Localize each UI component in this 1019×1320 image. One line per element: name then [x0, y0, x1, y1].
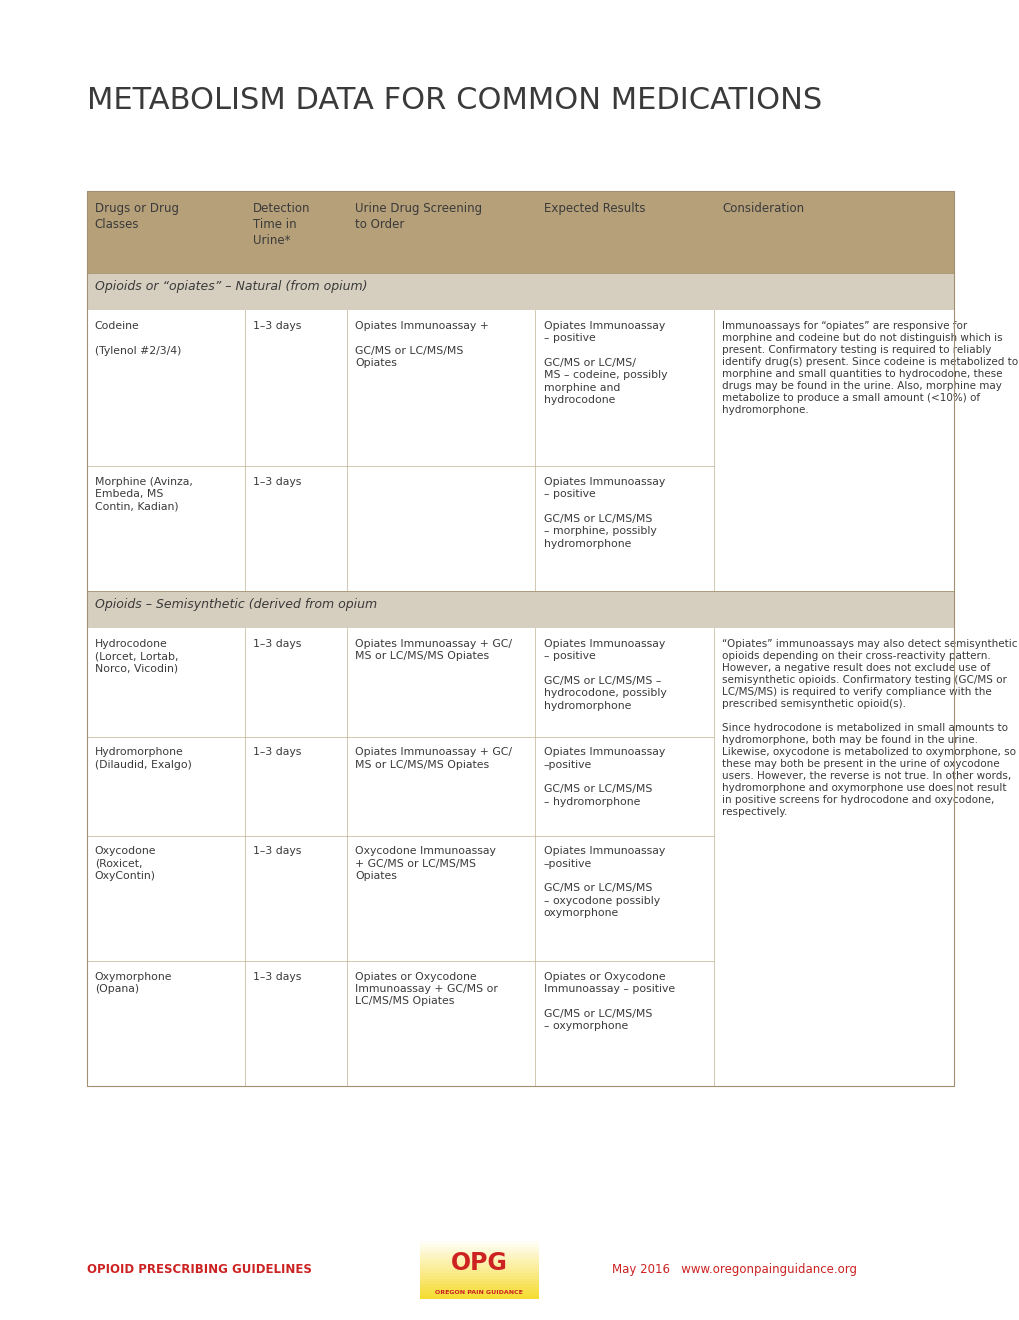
- Text: Opiates Immunoassay
–positive

GC/MS or LC/MS/MS
– hydromorphone: Opiates Immunoassay –positive GC/MS or L…: [543, 747, 664, 807]
- Text: Expected Results: Expected Results: [543, 202, 645, 215]
- Bar: [420, 1253, 538, 1255]
- Text: Oxycodone Immunoassay
+ GC/MS or LC/MS/MS
Opiates: Oxycodone Immunoassay + GC/MS or LC/MS/M…: [355, 846, 495, 880]
- Text: “Opiates” immunoassays may also detect semisynthetic opioids depending on their : “Opiates” immunoassays may also detect s…: [721, 639, 1017, 817]
- Text: Opiates Immunoassay
– positive

GC/MS or LC/MS/MS
– morphine, possibly
hydromorp: Opiates Immunoassay – positive GC/MS or …: [543, 477, 664, 549]
- Bar: [87, 273, 953, 310]
- Bar: [87, 591, 953, 628]
- Bar: [420, 1296, 538, 1299]
- Text: OPIOID PRESCRIBING GUIDELINES: OPIOID PRESCRIBING GUIDELINES: [87, 1263, 311, 1276]
- Bar: [420, 1284, 538, 1287]
- Text: Opiates Immunoassay
–positive

GC/MS or LC/MS/MS
– oxycodone possibly
oxymorphon: Opiates Immunoassay –positive GC/MS or L…: [543, 846, 664, 919]
- Bar: [420, 1250, 538, 1253]
- Text: Urine Drug Screening
to Order: Urine Drug Screening to Order: [355, 202, 482, 231]
- Text: Opiates Immunoassay
– positive

GC/MS or LC/MS/
MS – codeine, possibly
morphine : Opiates Immunoassay – positive GC/MS or …: [543, 321, 666, 405]
- Bar: [87, 628, 953, 1086]
- Text: 1–3 days: 1–3 days: [253, 639, 301, 649]
- Bar: [420, 1282, 538, 1284]
- Bar: [420, 1279, 538, 1282]
- Text: Morphine (Avinza,
Embeda, MS
Contin, Kadian): Morphine (Avinza, Embeda, MS Contin, Kad…: [95, 477, 193, 511]
- Bar: [420, 1265, 538, 1267]
- Text: Opiates Immunoassay +

GC/MS or LC/MS/MS
Opiates: Opiates Immunoassay + GC/MS or LC/MS/MS …: [355, 321, 488, 368]
- Text: 1–3 days: 1–3 days: [253, 846, 301, 857]
- Text: Codeine

(Tylenol #2/3/4): Codeine (Tylenol #2/3/4): [95, 321, 181, 355]
- Bar: [87, 310, 953, 591]
- Bar: [87, 191, 953, 1086]
- Text: Oxycodone
(Roxicet,
OxyContin): Oxycodone (Roxicet, OxyContin): [95, 846, 156, 880]
- Bar: [420, 1275, 538, 1279]
- Bar: [420, 1270, 538, 1272]
- Text: Immunoassays for “opiates” are responsive for morphine and codeine but do not di: Immunoassays for “opiates” are responsiv…: [721, 321, 1017, 414]
- Text: Hydrocodone
(Lorcet, Lortab,
Norco, Vicodin): Hydrocodone (Lorcet, Lortab, Norco, Vico…: [95, 639, 178, 673]
- Text: Detection
Time in
Urine*: Detection Time in Urine*: [253, 202, 310, 247]
- Bar: [420, 1267, 538, 1270]
- Bar: [420, 1258, 538, 1261]
- Text: Opiates Immunoassay + GC/
MS or LC/MS/MS Opiates: Opiates Immunoassay + GC/ MS or LC/MS/MS…: [355, 747, 512, 770]
- Bar: [87, 273, 953, 591]
- Bar: [420, 1246, 538, 1250]
- Bar: [420, 1290, 538, 1294]
- Text: METABOLISM DATA FOR COMMON MEDICATIONS: METABOLISM DATA FOR COMMON MEDICATIONS: [87, 86, 821, 115]
- Text: 1–3 days: 1–3 days: [253, 972, 301, 982]
- Bar: [420, 1261, 538, 1265]
- Text: Opiates or Oxycodone
Immunoassay – positive

GC/MS or LC/MS/MS
– oxymorphone: Opiates or Oxycodone Immunoassay – posit…: [543, 972, 675, 1031]
- Text: May 2016   www.oregonpainguidance.org: May 2016 www.oregonpainguidance.org: [611, 1263, 856, 1276]
- Text: Opiates or Oxycodone
Immunoassay + GC/MS or
LC/MS/MS Opiates: Opiates or Oxycodone Immunoassay + GC/MS…: [355, 972, 497, 1006]
- Bar: [420, 1243, 538, 1246]
- Bar: [420, 1241, 538, 1243]
- Text: Drugs or Drug
Classes: Drugs or Drug Classes: [95, 202, 178, 231]
- Text: 1–3 days: 1–3 days: [253, 477, 301, 487]
- Text: 1–3 days: 1–3 days: [253, 747, 301, 758]
- Text: Opioids or “opiates” – Natural (from opium): Opioids or “opiates” – Natural (from opi…: [95, 280, 367, 293]
- Bar: [420, 1255, 538, 1258]
- Bar: [420, 1287, 538, 1290]
- Text: Consideration: Consideration: [721, 202, 804, 215]
- Text: Hydromorphone
(Dilaudid, Exalgo): Hydromorphone (Dilaudid, Exalgo): [95, 747, 192, 770]
- Bar: [420, 1272, 538, 1275]
- Text: Opiates Immunoassay
– positive

GC/MS or LC/MS/MS –
hydrocodone, possibly
hydrom: Opiates Immunoassay – positive GC/MS or …: [543, 639, 665, 711]
- Text: Opiates Immunoassay + GC/
MS or LC/MS/MS Opiates: Opiates Immunoassay + GC/ MS or LC/MS/MS…: [355, 639, 512, 661]
- Bar: [87, 191, 953, 273]
- Text: OREGON PAIN GUIDANCE: OREGON PAIN GUIDANCE: [435, 1290, 523, 1295]
- Text: Opioids – Semisynthetic (derived from opium: Opioids – Semisynthetic (derived from op…: [95, 598, 377, 611]
- Text: 1–3 days: 1–3 days: [253, 321, 301, 331]
- Text: Oxymorphone
(Opana): Oxymorphone (Opana): [95, 972, 172, 994]
- Bar: [420, 1294, 538, 1296]
- Text: OPG: OPG: [450, 1251, 507, 1275]
